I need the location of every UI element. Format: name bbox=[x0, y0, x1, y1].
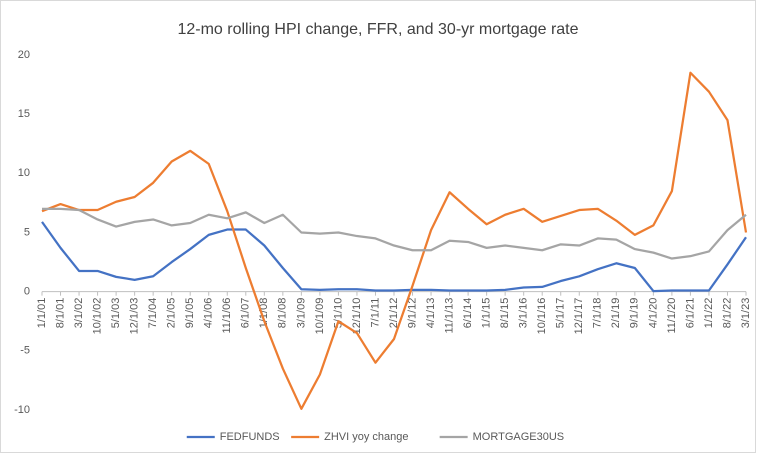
legend-label: MORTGAGE30US bbox=[473, 431, 565, 443]
y-tick-label: 0 bbox=[24, 286, 30, 298]
x-tick-label: 1/1/01 bbox=[36, 298, 48, 329]
legend-label: FEDFUNDS bbox=[220, 431, 280, 443]
x-tick-label: 3/1/02 bbox=[73, 298, 85, 329]
x-tick-label: 5/1/10 bbox=[332, 298, 344, 329]
series-line bbox=[42, 207, 747, 260]
x-tick-label: 12/1/10 bbox=[351, 298, 363, 335]
x-tick-label: 8/1/15 bbox=[499, 298, 511, 329]
x-tick-label: 4/1/20 bbox=[647, 298, 659, 329]
x-tick-label: 5/1/17 bbox=[555, 298, 567, 329]
x-tick-label: 11/1/06 bbox=[221, 298, 233, 334]
y-tick-label: 10 bbox=[18, 167, 30, 179]
x-tick-label: 7/1/04 bbox=[147, 298, 159, 329]
x-tick-label: 9/1/05 bbox=[184, 298, 196, 329]
x-tick-label: 12/1/03 bbox=[129, 298, 141, 335]
y-tick-label: 20 bbox=[18, 49, 30, 61]
x-tick-label: 2/1/19 bbox=[610, 298, 622, 329]
y-tick-label: 15 bbox=[18, 108, 30, 120]
x-tick-label: 11/1/20 bbox=[666, 298, 678, 334]
chart-title: 12-mo rolling HPI change, FFR, and 30-yr… bbox=[177, 21, 578, 38]
x-tick-label: 9/1/19 bbox=[629, 298, 641, 329]
series-line bbox=[41, 221, 747, 293]
x-tick-label: 1/1/22 bbox=[703, 298, 715, 329]
x-tick-label: 3/1/23 bbox=[740, 298, 752, 329]
series-line bbox=[41, 71, 748, 410]
x-tick-label: 8/1/01 bbox=[54, 298, 66, 329]
x-tick-label: 3/1/09 bbox=[295, 298, 307, 329]
x-tick-label: 11/1/13 bbox=[443, 298, 455, 334]
x-tick-label: 5/1/03 bbox=[110, 298, 122, 329]
x-tick-label: 3/1/16 bbox=[518, 298, 530, 329]
x-tick-label: 6/1/07 bbox=[240, 298, 252, 329]
x-tick-label: 6/1/21 bbox=[684, 298, 696, 329]
x-tick-label: 6/1/14 bbox=[462, 298, 474, 329]
x-tick-label: 10/1/02 bbox=[91, 298, 103, 335]
y-tick-label: -10 bbox=[14, 404, 30, 416]
x-tick-label: 2/1/05 bbox=[166, 298, 178, 329]
x-tick-label: 4/1/06 bbox=[203, 298, 215, 329]
x-tick-label: 10/1/09 bbox=[314, 298, 326, 335]
x-tick-label: 7/1/18 bbox=[592, 298, 604, 329]
x-tick-label: 9/1/12 bbox=[406, 298, 418, 329]
x-tick-label: 8/1/22 bbox=[721, 298, 733, 329]
x-tick-label: 1/1/08 bbox=[258, 298, 270, 329]
x-tick-label: 12/1/17 bbox=[573, 298, 585, 335]
y-tick-label: -5 bbox=[20, 345, 30, 357]
x-tick-label: 4/1/13 bbox=[425, 298, 437, 329]
x-tick-label: 7/1/11 bbox=[369, 298, 381, 328]
x-tick-label: 2/1/12 bbox=[388, 298, 400, 329]
x-tick-label: 8/1/08 bbox=[277, 298, 289, 329]
x-tick-label: 1/1/15 bbox=[481, 298, 493, 329]
legend-label: ZHVI yoy change bbox=[324, 431, 408, 443]
x-tick-label: 10/1/16 bbox=[536, 298, 548, 335]
y-tick-label: 5 bbox=[24, 226, 30, 238]
